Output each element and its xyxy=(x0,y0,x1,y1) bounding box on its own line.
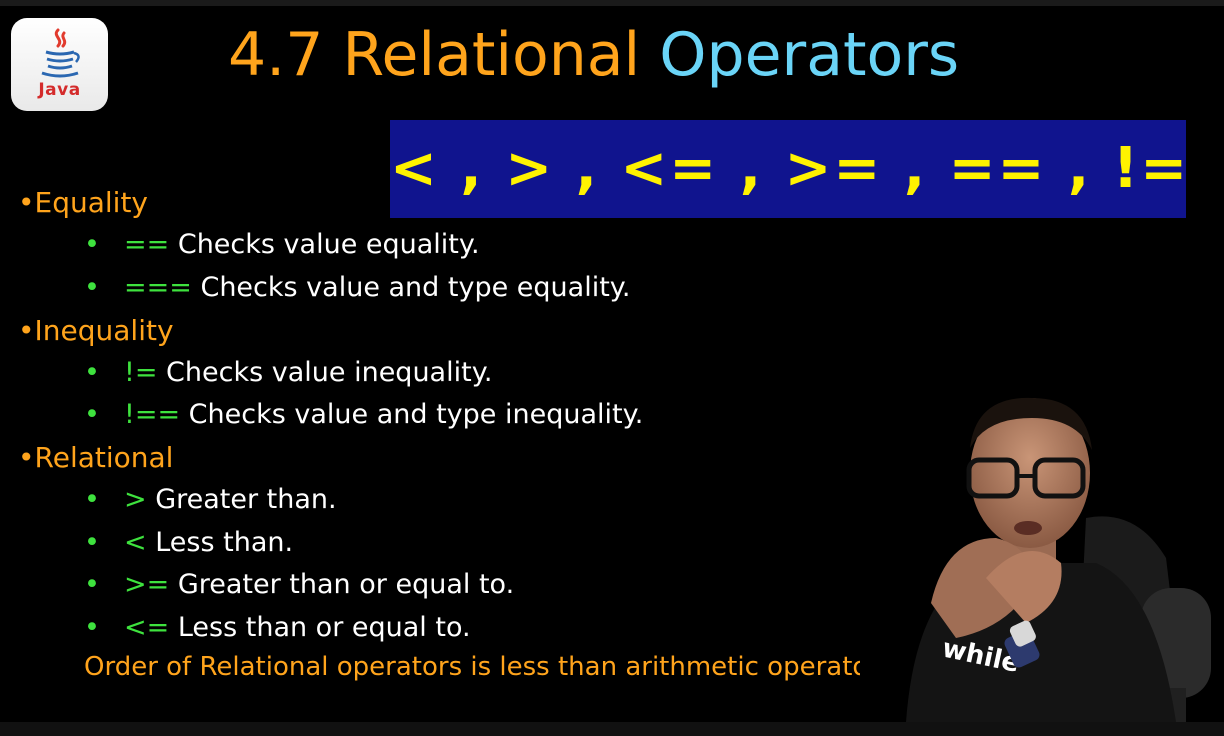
operators-banner: < , > , <= , >= , == , != xyxy=(390,120,1186,218)
item-description: Less than or equal to. xyxy=(177,612,471,643)
item-description: Less than. xyxy=(155,527,294,558)
operator-symbol: == xyxy=(124,229,170,260)
java-coffee-cup-icon xyxy=(41,28,80,78)
precedence-note: Order of Relational operators is less th… xyxy=(84,652,860,682)
section-heading-relational: •Relational xyxy=(18,441,174,474)
item-description: Checks value inequality. xyxy=(166,357,493,388)
operator-symbol: > xyxy=(124,484,147,515)
operator-symbol: !== xyxy=(124,399,181,430)
presenter-illustration: while xyxy=(906,397,1211,722)
bullet-icon: • xyxy=(84,612,100,643)
bottom-bar xyxy=(0,722,1224,736)
operator-symbol: <= xyxy=(124,612,170,643)
bullet-icon: • xyxy=(84,229,100,260)
bullet-icon: • xyxy=(84,527,100,558)
operators-banner-text: < , > , <= , >= , == , != xyxy=(390,136,1186,201)
list-item: • < Less than. xyxy=(84,527,293,558)
bullet-icon: • xyxy=(84,569,100,600)
list-item: • == Checks value equality. xyxy=(84,229,480,260)
list-item: • > Greater than. xyxy=(84,484,337,515)
operator-symbol: >= xyxy=(124,569,170,600)
java-logo-text: Java xyxy=(38,80,81,100)
item-description: Checks value equality. xyxy=(177,229,480,260)
title-part-operators: Operators xyxy=(659,20,960,90)
operator-symbol: != xyxy=(124,357,158,388)
bullet-icon: • xyxy=(84,357,100,388)
operator-symbol: === xyxy=(124,272,192,303)
section-heading-inequality: •Inequality xyxy=(18,314,174,347)
list-item: • <= Less than or equal to. xyxy=(84,612,471,643)
section-heading-equality: •Equality xyxy=(18,186,148,219)
slide-title: 4.7 Relational Operators xyxy=(228,14,959,96)
java-logo: Java xyxy=(11,18,108,111)
list-item: • === Checks value and type equality. xyxy=(84,272,631,303)
bullet-icon: • xyxy=(84,272,100,303)
top-bar xyxy=(0,0,1224,6)
list-item: • != Checks value inequality. xyxy=(84,357,492,388)
presenter-video: while xyxy=(836,388,1224,722)
item-description: Greater than or equal to. xyxy=(177,569,515,600)
bullet-icon: • xyxy=(84,484,100,515)
item-description: Greater than. xyxy=(155,484,337,515)
item-description: Checks value and type equality. xyxy=(200,272,631,303)
list-item: • >= Greater than or equal to. xyxy=(84,569,514,600)
bullet-icon: • xyxy=(84,399,100,430)
item-description: Checks value and type inequality. xyxy=(188,399,644,430)
title-part-relational: 4.7 Relational xyxy=(228,20,641,90)
list-item: • !== Checks value and type inequality. xyxy=(84,399,643,430)
operator-symbol: < xyxy=(124,527,147,558)
